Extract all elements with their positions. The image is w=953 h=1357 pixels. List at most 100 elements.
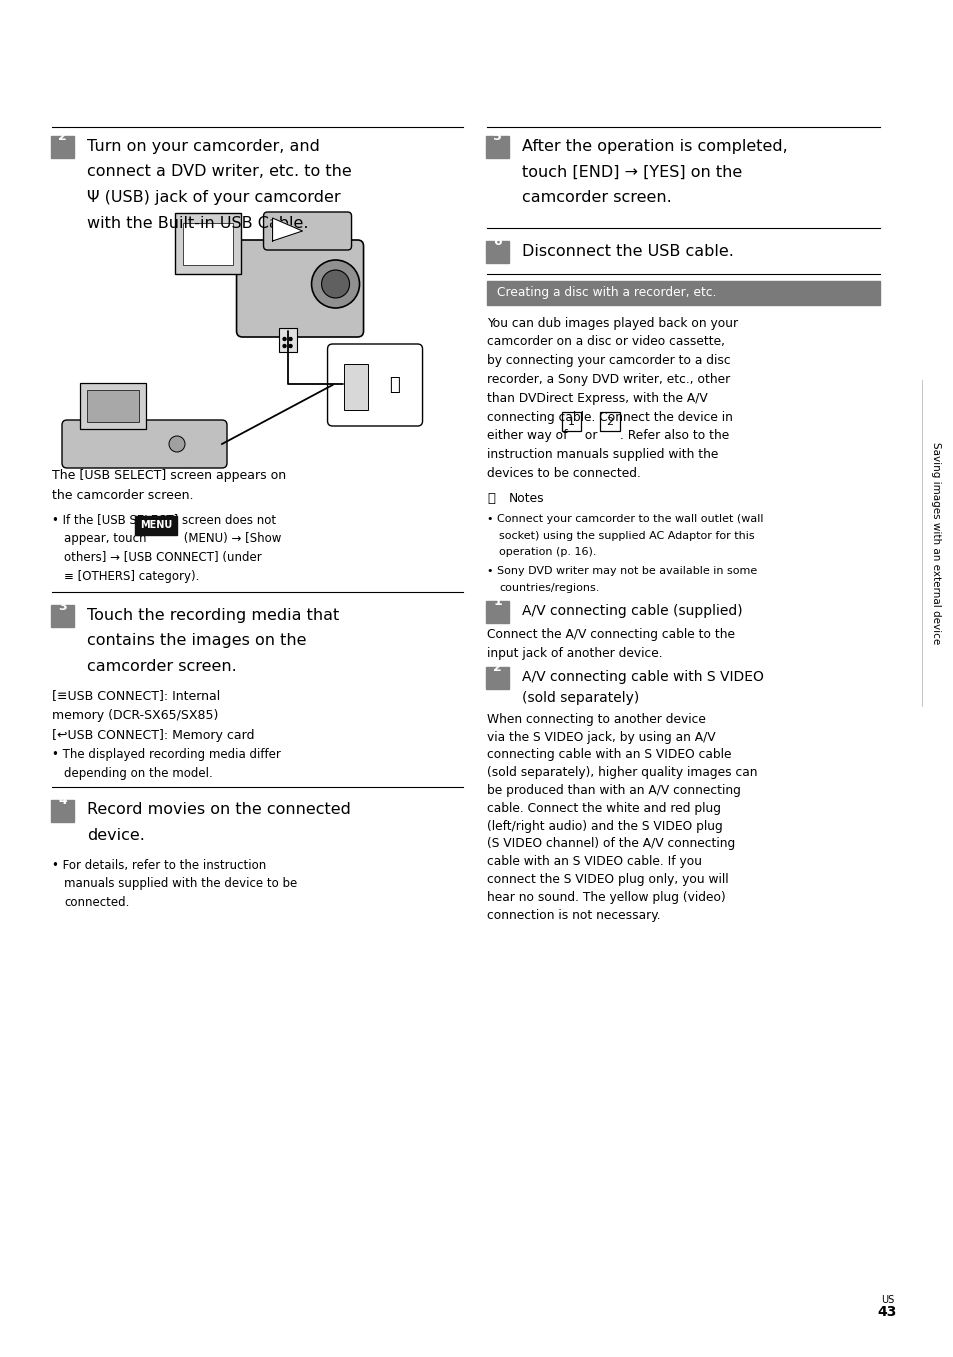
- Text: connected.: connected.: [64, 897, 130, 909]
- Circle shape: [321, 270, 349, 299]
- Text: Notes: Notes: [509, 491, 544, 505]
- FancyBboxPatch shape: [51, 799, 74, 821]
- FancyBboxPatch shape: [486, 136, 509, 157]
- Circle shape: [283, 338, 286, 341]
- FancyBboxPatch shape: [343, 364, 367, 410]
- Text: ⓘ: ⓘ: [487, 491, 495, 505]
- Text: connect the S VIDEO plug only, you will: connect the S VIDEO plug only, you will: [487, 873, 728, 886]
- Text: 1: 1: [493, 596, 501, 608]
- Text: You can dub images played back on your: You can dub images played back on your: [487, 316, 738, 330]
- Text: than DVDirect Express, with the A/V: than DVDirect Express, with the A/V: [487, 392, 707, 404]
- Text: or: or: [580, 429, 600, 442]
- Text: (MENU) → [Show: (MENU) → [Show: [180, 532, 281, 546]
- Text: depending on the model.: depending on the model.: [64, 767, 213, 779]
- Text: Creating a disc with a recorder, etc.: Creating a disc with a recorder, etc.: [497, 286, 716, 299]
- Text: camcorder screen.: camcorder screen.: [521, 190, 671, 205]
- Text: 2: 2: [58, 130, 67, 144]
- Text: hear no sound. The yellow plug (video): hear no sound. The yellow plug (video): [487, 890, 725, 904]
- Text: contains the images on the: contains the images on the: [87, 634, 306, 649]
- Text: [≡USB CONNECT]: Internal: [≡USB CONNECT]: Internal: [52, 689, 220, 703]
- Text: socket) using the supplied AC Adaptor for this: socket) using the supplied AC Adaptor fo…: [498, 531, 754, 540]
- Text: (left/right audio) and the S VIDEO plug: (left/right audio) and the S VIDEO plug: [487, 820, 722, 832]
- Text: either way of: either way of: [487, 429, 571, 442]
- Text: ≡ [OTHERS] category).: ≡ [OTHERS] category).: [64, 570, 199, 584]
- Text: Record movies on the connected: Record movies on the connected: [87, 802, 351, 817]
- Text: • The displayed recording media differ: • The displayed recording media differ: [52, 748, 280, 761]
- Text: the camcorder screen.: the camcorder screen.: [52, 489, 193, 502]
- Text: operation (p. 16).: operation (p. 16).: [498, 547, 596, 558]
- Text: 2: 2: [493, 661, 501, 674]
- FancyBboxPatch shape: [486, 666, 509, 689]
- Text: (sold separately): (sold separately): [521, 691, 639, 706]
- Text: 2: 2: [606, 417, 613, 426]
- Text: Turn on your camcorder, and: Turn on your camcorder, and: [87, 138, 319, 153]
- Text: devices to be connected.: devices to be connected.: [487, 467, 640, 480]
- Text: Connect the A/V connecting cable to the: Connect the A/V connecting cable to the: [487, 628, 735, 641]
- Circle shape: [169, 436, 185, 452]
- Text: • For details, refer to the instruction: • For details, refer to the instruction: [52, 859, 266, 871]
- Text: countries/regions.: countries/regions.: [498, 582, 598, 593]
- Text: camcorder screen.: camcorder screen.: [87, 660, 236, 674]
- Text: 43: 43: [877, 1305, 896, 1319]
- Text: Touch the recording media that: Touch the recording media that: [87, 608, 339, 623]
- Text: . Refer also to the: . Refer also to the: [619, 429, 729, 442]
- Text: instruction manuals supplied with the: instruction manuals supplied with the: [487, 448, 718, 461]
- Text: cable with an S VIDEO cable. If you: cable with an S VIDEO cable. If you: [487, 855, 701, 868]
- Text: connection is not necessary.: connection is not necessary.: [487, 908, 660, 921]
- Text: 4: 4: [58, 794, 67, 807]
- Text: camcorder on a disc or video cassette,: camcorder on a disc or video cassette,: [487, 335, 724, 349]
- Text: [↩USB CONNECT]: Memory card: [↩USB CONNECT]: Memory card: [52, 729, 254, 741]
- Circle shape: [289, 345, 292, 347]
- FancyBboxPatch shape: [51, 605, 74, 627]
- FancyBboxPatch shape: [182, 223, 233, 265]
- FancyBboxPatch shape: [278, 328, 296, 351]
- Text: • If the [USB SELECT] screen does not: • If the [USB SELECT] screen does not: [52, 513, 275, 527]
- FancyBboxPatch shape: [51, 136, 74, 157]
- Circle shape: [312, 261, 359, 308]
- Text: device.: device.: [87, 828, 145, 843]
- Text: by connecting your camcorder to a disc: by connecting your camcorder to a disc: [487, 354, 730, 368]
- Text: memory (DCR-SX65/SX85): memory (DCR-SX65/SX85): [52, 708, 218, 722]
- Text: • Sony DVD writer may not be available in some: • Sony DVD writer may not be available i…: [487, 566, 757, 575]
- Text: 6: 6: [493, 235, 501, 248]
- FancyBboxPatch shape: [135, 516, 177, 535]
- FancyBboxPatch shape: [561, 411, 580, 432]
- FancyBboxPatch shape: [87, 389, 139, 422]
- FancyBboxPatch shape: [487, 281, 879, 304]
- Text: When connecting to another device: When connecting to another device: [487, 712, 705, 726]
- Text: ⎖: ⎖: [389, 376, 399, 394]
- Text: connecting cable with an S VIDEO cable: connecting cable with an S VIDEO cable: [487, 748, 731, 761]
- Text: input jack of another device.: input jack of another device.: [487, 646, 662, 660]
- Text: touch [END] → [YES] on the: touch [END] → [YES] on the: [521, 164, 741, 179]
- FancyBboxPatch shape: [62, 421, 227, 468]
- Text: (sold separately), higher quality images can: (sold separately), higher quality images…: [487, 767, 757, 779]
- Text: US: US: [880, 1295, 893, 1305]
- Text: be produced than with an A/V connecting: be produced than with an A/V connecting: [487, 784, 740, 797]
- Circle shape: [283, 345, 286, 347]
- Text: recorder, a Sony DVD writer, etc., other: recorder, a Sony DVD writer, etc., other: [487, 373, 730, 385]
- Text: The [USB SELECT] screen appears on: The [USB SELECT] screen appears on: [52, 470, 286, 482]
- FancyBboxPatch shape: [486, 601, 509, 623]
- Text: 3: 3: [58, 600, 67, 612]
- FancyBboxPatch shape: [80, 383, 146, 429]
- Text: with the Built-in USB Cable.: with the Built-in USB Cable.: [87, 216, 308, 231]
- Text: (S VIDEO channel) of the A/V connecting: (S VIDEO channel) of the A/V connecting: [487, 837, 735, 851]
- Text: connect a DVD writer, etc. to the: connect a DVD writer, etc. to the: [87, 164, 352, 179]
- FancyBboxPatch shape: [327, 345, 422, 426]
- Polygon shape: [273, 218, 302, 242]
- Text: via the S VIDEO jack, by using an A/V: via the S VIDEO jack, by using an A/V: [487, 730, 715, 744]
- Text: connecting cable. Connect the device in: connecting cable. Connect the device in: [487, 411, 732, 423]
- FancyBboxPatch shape: [263, 212, 351, 250]
- Text: A/V connecting cable (supplied): A/V connecting cable (supplied): [521, 604, 742, 617]
- Text: cable. Connect the white and red plug: cable. Connect the white and red plug: [487, 802, 720, 814]
- Text: A/V connecting cable with S VIDEO: A/V connecting cable with S VIDEO: [521, 670, 763, 684]
- FancyBboxPatch shape: [174, 213, 240, 274]
- Text: After the operation is completed,: After the operation is completed,: [521, 138, 787, 153]
- FancyBboxPatch shape: [486, 240, 509, 262]
- Circle shape: [289, 338, 292, 341]
- Text: manuals supplied with the device to be: manuals supplied with the device to be: [64, 878, 297, 890]
- Text: Saving images with an external device: Saving images with an external device: [930, 441, 940, 645]
- Text: MENU: MENU: [140, 521, 172, 531]
- FancyBboxPatch shape: [236, 240, 363, 337]
- Text: others] → [USB CONNECT] (under: others] → [USB CONNECT] (under: [64, 551, 261, 565]
